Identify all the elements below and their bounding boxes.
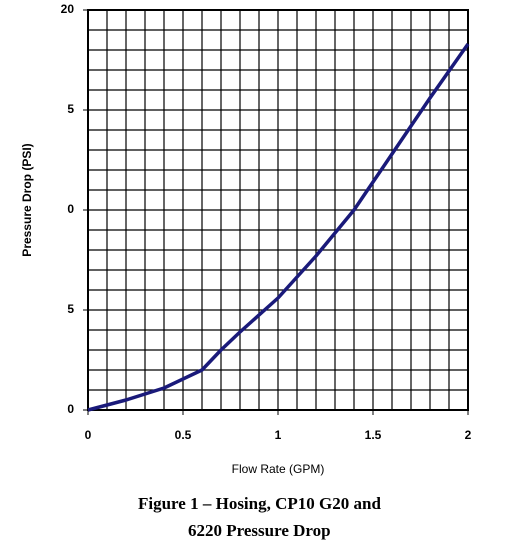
x-tick-label: 0.5 — [175, 428, 192, 442]
y-tick-label: 0 — [67, 202, 74, 216]
x-tick-label: 1.5 — [365, 428, 382, 442]
y-axis-label: Pressure Drop (PSI) — [20, 143, 34, 256]
x-tick-label: 0 — [85, 428, 92, 442]
x-tick-label: 2 — [465, 428, 472, 442]
y-tick-label: 5 — [67, 102, 74, 116]
caption-line: Figure 1 – Hosing, CP10 G20 and — [138, 494, 381, 513]
y-tick-label: 0 — [67, 402, 74, 416]
y-tick-label: 5 — [67, 302, 74, 316]
data-line — [87, 42, 470, 412]
caption-line: 6220 Pressure Drop — [188, 521, 331, 540]
y-tick-label: 20 — [61, 2, 75, 16]
x-axis-label: Flow Rate (GPM) — [232, 462, 325, 476]
x-tick-label: 1 — [275, 428, 282, 442]
